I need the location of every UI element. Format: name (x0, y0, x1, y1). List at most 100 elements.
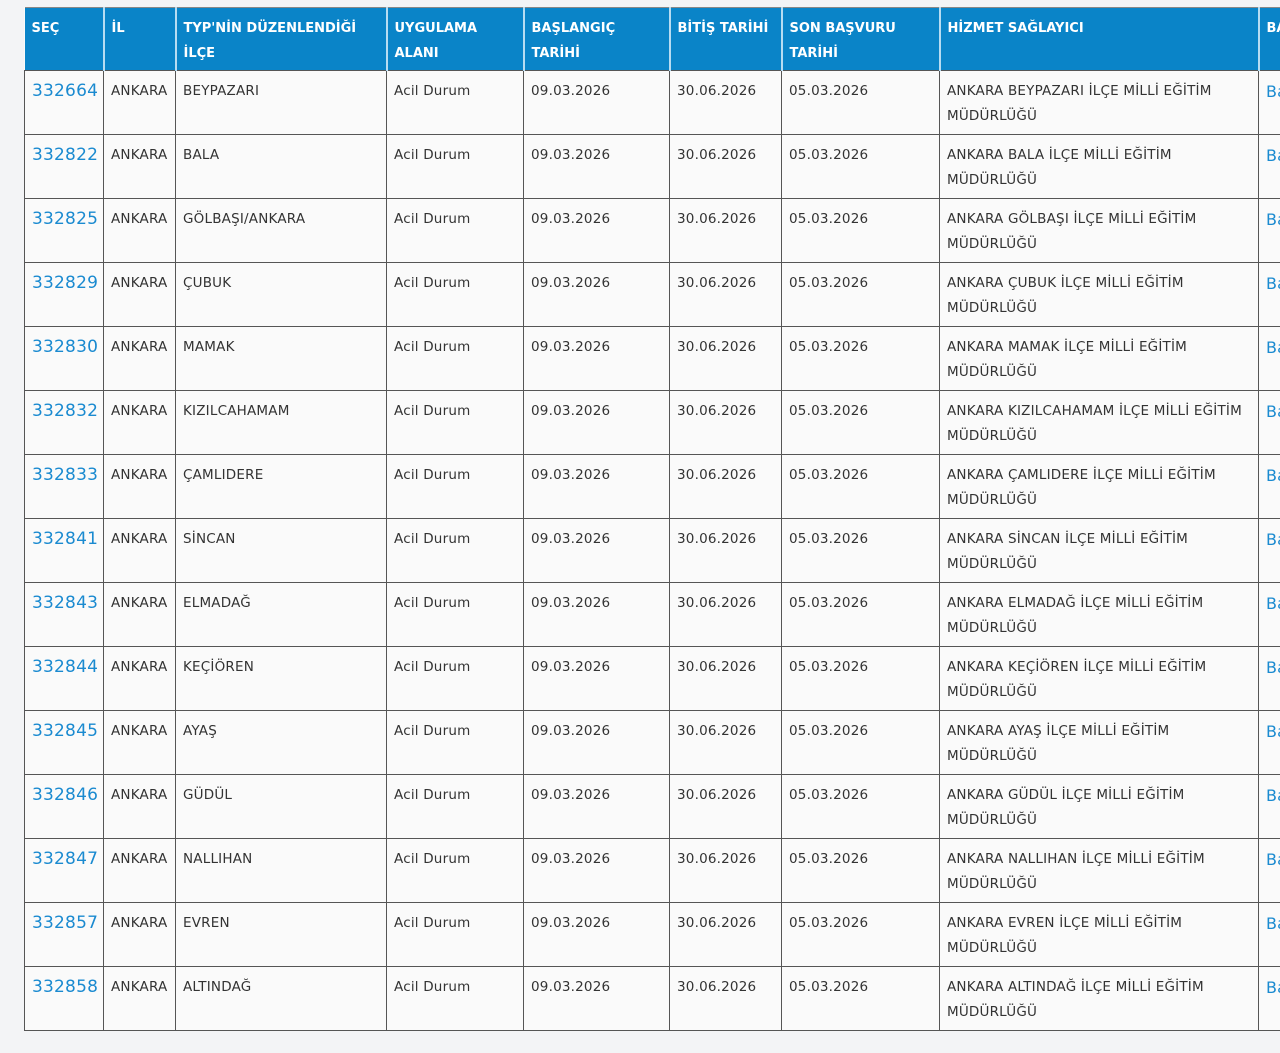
ba-il-link[interactable]: Ba İl (1258, 646, 1280, 711)
sec-link[interactable]: 332844 (24, 646, 104, 711)
sec-link[interactable]: 332843 (24, 582, 104, 647)
baslangic-cell: 09.03.2026 (523, 646, 670, 711)
ilce-cell: SİNCAN (175, 518, 387, 583)
bitis-cell: 30.06.2026 (669, 390, 782, 455)
uygulama-alani-cell: Acil Durum (386, 966, 524, 1031)
ba-il-link[interactable]: Ba İl (1258, 198, 1280, 263)
uygulama-alani-cell: Acil Durum (386, 326, 524, 391)
ba-il-link[interactable]: Ba İl (1258, 902, 1280, 967)
table-row: 332858 ANKARA ALTINDAĞ Acil Durum 09.03.2026… (24, 966, 1280, 1031)
ba-il-link[interactable]: Ba İl (1258, 454, 1280, 519)
header-baslangic-tarihi: BAŞLANGIÇ TARİHİ (523, 7, 671, 71)
sec-link[interactable]: 332858 (24, 966, 104, 1031)
ba-il-link[interactable]: Ba İl (1258, 134, 1280, 199)
header-son-basvuru-tarihi: SON BAŞVURU TARİHİ (781, 7, 941, 71)
baslangic-cell: 09.03.2026 (523, 710, 670, 775)
table-row: 332846 ANKARA GÜDÜL Acil Durum 09.03.2026 30.… (24, 774, 1280, 839)
bitis-cell: 30.06.2026 (669, 454, 782, 519)
sec-link[interactable]: 332833 (24, 454, 104, 519)
bitis-cell: 30.06.2026 (669, 134, 782, 199)
uygulama-alani-cell: Acil Durum (386, 902, 524, 967)
sec-link[interactable]: 332832 (24, 390, 104, 455)
table-row: 332844 ANKARA KEÇİÖREN Acil Durum 09.03.2026… (24, 646, 1280, 711)
ba-il-link[interactable]: Ba İl (1258, 326, 1280, 391)
sec-link[interactable]: 332841 (24, 518, 104, 583)
ilce-cell: NALLIHAN (175, 838, 387, 903)
bitis-cell: 30.06.2026 (669, 838, 782, 903)
bitis-cell: 30.06.2026 (669, 966, 782, 1031)
ba-il-link[interactable]: Ba İl (1258, 774, 1280, 839)
bitis-cell: 30.06.2026 (669, 326, 782, 391)
table-row: 332822 ANKARA BALA Acil Durum 09.03.2026 30.0… (24, 134, 1280, 199)
sec-link[interactable]: 332664 (24, 70, 104, 135)
sec-link[interactable]: 332857 (24, 902, 104, 967)
baslangic-cell: 09.03.2026 (523, 582, 670, 647)
baslangic-cell: 09.03.2026 (523, 326, 670, 391)
son-basvuru-cell: 05.03.2026 (781, 326, 940, 391)
table-row: 332843 ANKARA ELMADAĞ Acil Durum 09.03.2026 3… (24, 582, 1280, 647)
table-row: 332664 ANKARA BEYPAZARI Acil Durum 09.03.202… (24, 70, 1280, 135)
baslangic-cell: 09.03.2026 (523, 902, 670, 967)
il-cell: ANKARA (103, 774, 176, 839)
hizmet-saglayici-cell: ANKARA MAMAK İLÇE MİLLİ EĞİTİM MÜDÜRLÜĞÜ (939, 326, 1259, 391)
hizmet-saglayici-cell: ANKARA ALTINDAĞ İLÇE MİLLİ EĞİTİM MÜDÜRL… (939, 966, 1259, 1031)
ba-il-link[interactable]: Ba İl (1258, 710, 1280, 775)
sec-link[interactable]: 332822 (24, 134, 104, 199)
sec-link[interactable]: 332847 (24, 838, 104, 903)
header-bitis-tarihi: BİTİŞ TARİHİ (669, 7, 783, 71)
ilce-cell: BALA (175, 134, 387, 199)
bitis-cell: 30.06.2026 (669, 902, 782, 967)
ba-il-link[interactable]: Ba İl (1258, 518, 1280, 583)
results-table: SEÇ İL TYP'NİN DÜZENLENDİĞİ İLÇE UYGULAMA A… (24, 7, 1280, 1031)
ba-il-link[interactable]: Ba İl (1258, 582, 1280, 647)
bitis-cell: 30.06.2026 (669, 262, 782, 327)
ba-il-link[interactable]: Ba İl (1258, 838, 1280, 903)
sec-link[interactable]: 332829 (24, 262, 104, 327)
baslangic-cell: 09.03.2026 (523, 774, 670, 839)
il-cell: ANKARA (103, 262, 176, 327)
hizmet-saglayici-cell: ANKARA ÇAMLIDERE İLÇE MİLLİ EĞİTİM MÜDÜR… (939, 454, 1259, 519)
hizmet-saglayici-cell: ANKARA BEYPAZARI İLÇE MİLLİ EĞİTİM MÜDÜR… (939, 70, 1259, 135)
uygulama-alani-cell: Acil Durum (386, 710, 524, 775)
il-cell: ANKARA (103, 902, 176, 967)
hizmet-saglayici-cell: ANKARA ÇUBUK İLÇE MİLLİ EĞİTİM MÜDÜRLÜĞÜ (939, 262, 1259, 327)
uygulama-alani-cell: Acil Durum (386, 262, 524, 327)
table-row: 332832 ANKARA KIZILCAHAMAM Acil Durum 09.03.… (24, 390, 1280, 455)
son-basvuru-cell: 05.03.2026 (781, 710, 940, 775)
baslangic-cell: 09.03.2026 (523, 262, 670, 327)
ba-il-link[interactable]: Ba İl (1258, 390, 1280, 455)
son-basvuru-cell: 05.03.2026 (781, 134, 940, 199)
results-table-container: SEÇ İL TYP'NİN DÜZENLENDİĞİ İLÇE UYGULAMA A… (24, 7, 1280, 1031)
baslangic-cell: 09.03.2026 (523, 198, 670, 263)
il-cell: ANKARA (103, 454, 176, 519)
sec-link[interactable]: 332845 (24, 710, 104, 775)
uygulama-alani-cell: Acil Durum (386, 390, 524, 455)
ilce-cell: KEÇİÖREN (175, 646, 387, 711)
header-sec: SEÇ (24, 7, 105, 71)
baslangic-cell: 09.03.2026 (523, 518, 670, 583)
baslangic-cell: 09.03.2026 (523, 70, 670, 135)
hizmet-saglayici-cell: ANKARA BALA İLÇE MİLLİ EĞİTİM MÜDÜRLÜĞÜ (939, 134, 1259, 199)
sec-link[interactable]: 332825 (24, 198, 104, 263)
hizmet-saglayici-cell: ANKARA ELMADAĞ İLÇE MİLLİ EĞİTİM MÜDÜRLÜ… (939, 582, 1259, 647)
sec-link[interactable]: 332830 (24, 326, 104, 391)
ba-il-link[interactable]: Ba İl (1258, 966, 1280, 1031)
uygulama-alani-cell: Acil Durum (386, 454, 524, 519)
il-cell: ANKARA (103, 582, 176, 647)
uygulama-alani-cell: Acil Durum (386, 518, 524, 583)
baslangic-cell: 09.03.2026 (523, 134, 670, 199)
header-uygulama-alani: UYGULAMA ALANI (386, 7, 525, 71)
ba-il-link[interactable]: Ba İl (1258, 262, 1280, 327)
son-basvuru-cell: 05.03.2026 (781, 518, 940, 583)
hizmet-saglayici-cell: ANKARA GÜDÜL İLÇE MİLLİ EĞİTİM MÜDÜRLÜĞÜ (939, 774, 1259, 839)
sec-link[interactable]: 332846 (24, 774, 104, 839)
baslangic-cell: 09.03.2026 (523, 838, 670, 903)
il-cell: ANKARA (103, 646, 176, 711)
ba-il-link[interactable]: Ba İl (1258, 70, 1280, 135)
bitis-cell: 30.06.2026 (669, 646, 782, 711)
table-row: 332841 ANKARA SİNCAN Acil Durum 09.03.2026 30… (24, 518, 1280, 583)
table-row: 332829 ANKARA ÇUBUK Acil Durum 09.03.2026 30.… (24, 262, 1280, 327)
table-row: 332857 ANKARA EVREN Acil Durum 09.03.2026 30.… (24, 902, 1280, 967)
table-row: 332847 ANKARA NALLIHAN Acil Durum 09.03.2026… (24, 838, 1280, 903)
il-cell: ANKARA (103, 198, 176, 263)
